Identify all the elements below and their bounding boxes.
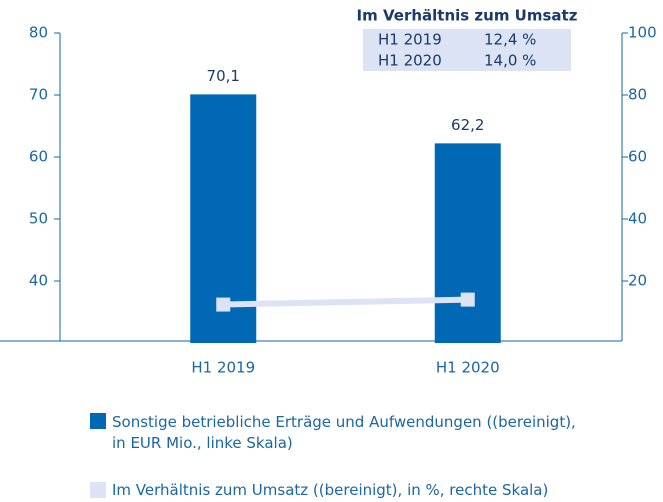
table-category: H1 2019 xyxy=(378,31,442,49)
table-category: H1 2020 xyxy=(378,52,442,70)
value-label: 62,2 xyxy=(451,116,484,134)
table-value: 14,0 % xyxy=(484,52,536,70)
y-tick-label: 70 xyxy=(29,86,48,104)
legend-swatch xyxy=(90,413,106,429)
legend-label: Sonstige betriebliche Erträge und Aufwen… xyxy=(112,413,576,452)
y2-tick-label: 20 xyxy=(628,272,647,290)
legend-swatch xyxy=(90,482,106,498)
marker xyxy=(216,297,231,312)
marker xyxy=(460,292,475,307)
x-tick-label: H1 2020 xyxy=(436,359,500,377)
legend-label: Im Verhältnis zum Umsatz ((bereinigt), i… xyxy=(112,481,549,499)
table-title: Im Verhältnis zum Umsatz xyxy=(357,7,578,25)
y-tick-label: 40 xyxy=(29,272,48,290)
line xyxy=(223,296,468,308)
y2-tick-label: 40 xyxy=(628,210,647,228)
x-tick-label: H1 2019 xyxy=(191,359,255,377)
bar xyxy=(434,143,501,343)
y-tick-label: 60 xyxy=(29,148,48,166)
y2-tick-label: 80 xyxy=(628,86,647,104)
y2-tick-label: 100 xyxy=(628,24,657,42)
y-tick-label: 50 xyxy=(29,210,48,228)
table-bg xyxy=(363,29,571,71)
value-label: 70,1 xyxy=(207,67,240,85)
y2-tick-label: 60 xyxy=(628,148,647,166)
table-value: 12,4 % xyxy=(484,31,536,49)
y-tick-label: 80 xyxy=(29,24,48,42)
